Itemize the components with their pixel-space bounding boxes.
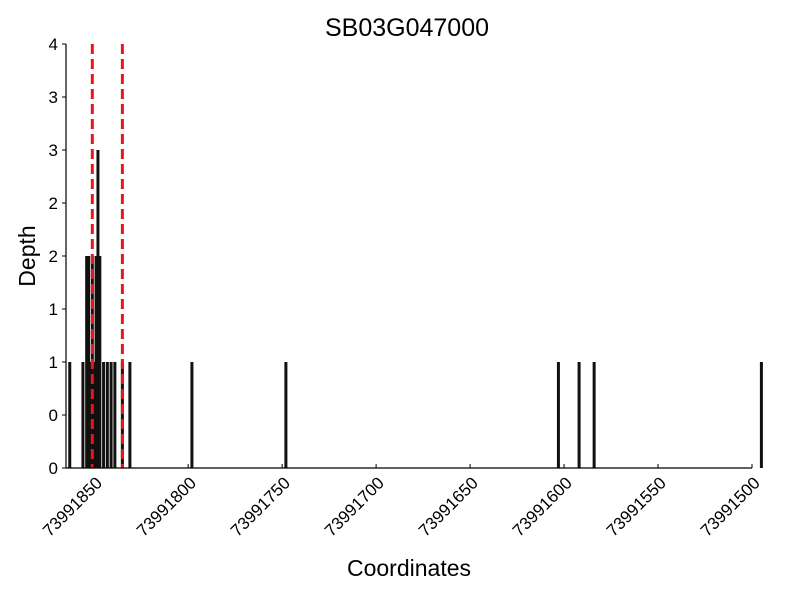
bar <box>92 362 96 468</box>
x-axis-label: Coordinates <box>347 555 471 581</box>
x-tick-label: 73991500 <box>697 473 764 540</box>
bar <box>94 256 98 468</box>
y-tick-label: 2 <box>49 247 58 266</box>
bar <box>190 362 194 468</box>
bar <box>81 362 85 468</box>
y-tick-label: 2 <box>49 194 58 213</box>
x-tick-label: 73991550 <box>603 473 670 540</box>
bar <box>284 362 288 468</box>
bar <box>592 362 596 468</box>
bar <box>88 362 92 468</box>
x-ticks: 73991850 73991800 73991750 73991700 73991650… <box>39 464 764 540</box>
bar <box>96 150 100 468</box>
axes <box>65 44 752 469</box>
x-tick-label: 73991700 <box>321 473 388 540</box>
bar <box>85 256 89 468</box>
bar <box>109 362 113 468</box>
bar <box>98 256 102 468</box>
bar <box>102 362 106 468</box>
bar <box>120 362 124 468</box>
bar <box>113 362 117 468</box>
y-tick-label: 0 <box>49 459 58 478</box>
bar <box>87 256 91 468</box>
bar <box>68 362 72 468</box>
y-tick-label: 4 <box>49 35 58 54</box>
x-tick-label: 73991800 <box>133 473 200 540</box>
bar <box>556 362 560 468</box>
y-tick-label: 0 <box>49 406 58 425</box>
x-tick-label: 73991850 <box>39 473 106 540</box>
chart-title: SB03G047000 <box>325 14 489 42</box>
y-axis-label: Depth <box>14 225 40 286</box>
bar <box>577 362 581 468</box>
bar <box>128 362 132 468</box>
bar <box>105 362 109 468</box>
y-ticks: 0 0 1 1 2 2 3 3 4 <box>49 35 66 478</box>
x-tick-label: 73991600 <box>509 473 576 540</box>
y-tick-label: 3 <box>49 141 58 160</box>
reference-lines <box>90 44 124 468</box>
x-tick-label: 73991650 <box>415 473 482 540</box>
y-tick-label: 1 <box>49 300 58 319</box>
y-tick-label: 1 <box>49 353 58 372</box>
x-tick-label: 73991750 <box>227 473 294 540</box>
bar <box>759 362 763 468</box>
y-tick-label: 3 <box>49 88 58 107</box>
bar-series <box>68 150 763 468</box>
